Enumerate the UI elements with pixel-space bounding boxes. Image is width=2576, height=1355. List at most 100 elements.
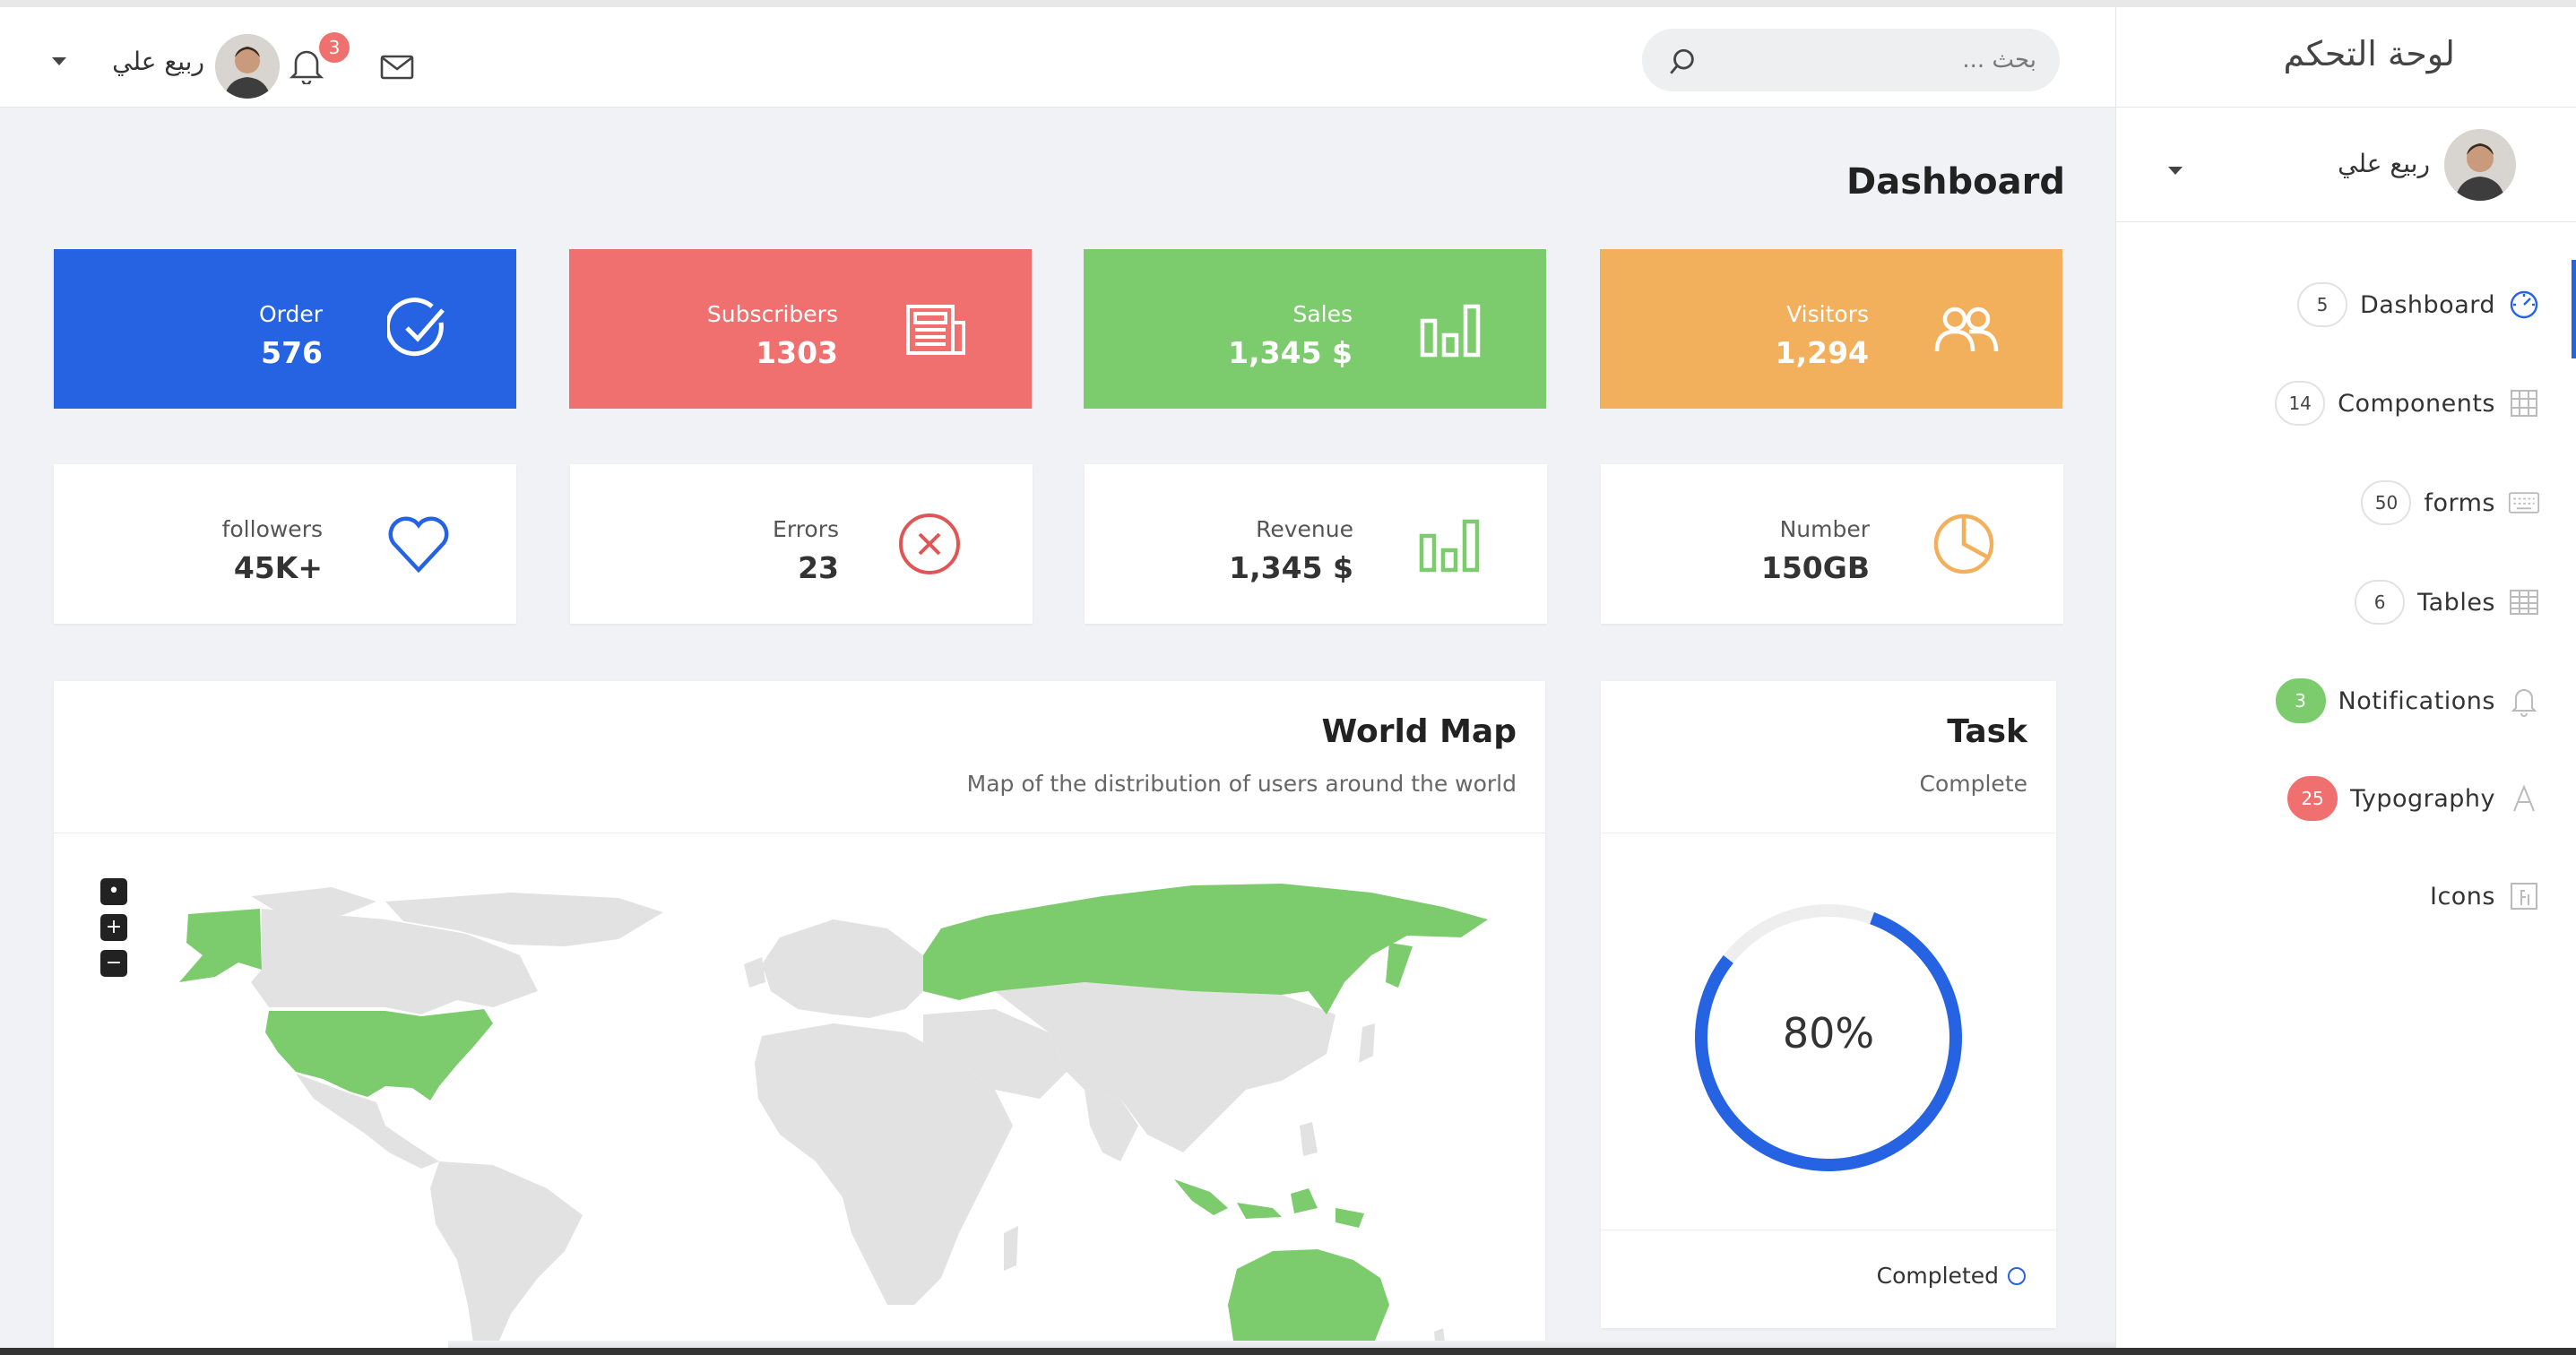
stat-label: Number — [1779, 516, 1870, 542]
bar-chart-icon — [1419, 519, 1480, 573]
notification-count-badge: 3 — [319, 32, 350, 63]
stat-label: Order — [258, 301, 323, 327]
map-region-asia — [995, 982, 1336, 1152]
stat-card-sales[interactable]: Sales 1,345 $ — [1084, 249, 1546, 409]
map-region-madagascar — [1004, 1226, 1018, 1271]
task-card: Task Complete — [1601, 681, 2056, 1328]
newspaper-icon — [906, 305, 965, 355]
page-title: Dashboard — [1846, 161, 2065, 203]
sidebar-item-label: Icons — [2429, 882, 2495, 911]
window-top-strip — [0, 0, 2576, 7]
chevron-down-icon[interactable] — [52, 57, 66, 65]
stat-card-errors[interactable]: Errors 23 — [570, 464, 1033, 624]
card-title: Task — [1947, 713, 2027, 750]
map-zoom-out-button[interactable]: − — [100, 950, 127, 977]
stat-value: 45K+ — [233, 550, 323, 585]
completed-label: Completed — [1876, 1263, 1999, 1289]
stat-card-order[interactable]: Order 576 — [54, 249, 516, 409]
table-icon — [2508, 586, 2540, 618]
sidebar-item-notifications[interactable]: Notifications 3 — [2275, 676, 2541, 726]
map-region-greenland — [385, 893, 663, 946]
dashboard-gauge-icon — [2508, 289, 2540, 321]
icons-box-icon — [2508, 880, 2540, 912]
stat-card-revenue[interactable]: Revenue 1,345 $ — [1085, 464, 1547, 624]
stat-label: followers — [221, 516, 323, 542]
map-region-africa — [755, 1023, 1013, 1305]
sidebar-item-label: Typography — [2350, 784, 2495, 813]
brand: لوحة التحكم — [2116, 7, 2576, 108]
stat-value: 23 — [798, 550, 839, 585]
chevron-down-icon[interactable] — [2168, 167, 2183, 175]
map-region-arctic-islands — [251, 887, 376, 916]
header-user-name[interactable]: ربيع علي — [112, 47, 204, 76]
stat-card-number[interactable]: Number 150GB — [1601, 464, 2063, 624]
task-progress-value: 80% — [1782, 1009, 1875, 1057]
stat-card-followers[interactable]: followers 45K+ — [54, 464, 516, 624]
sidebar-item-icons[interactable]: Icons — [2430, 871, 2540, 921]
progress-arc — [1695, 904, 1962, 1171]
grid-icon — [2508, 387, 2540, 419]
sidebar-item-label: Notifications — [2338, 686, 2495, 715]
sidebar-item-badge: 25 — [2287, 776, 2338, 821]
sidebar-item-label: Components — [2338, 389, 2495, 418]
map-region-usa — [265, 1009, 493, 1100]
search-icon[interactable] — [1667, 47, 1698, 77]
world-map-card: World Map Map of the distribution of use… — [54, 681, 1545, 1355]
map-region-australia — [1228, 1249, 1389, 1355]
pie-chart-icon — [1933, 514, 1994, 574]
map-region-canada — [251, 909, 538, 1014]
sidebar-item-tables[interactable]: Tables 6 — [2355, 577, 2540, 627]
circle-indicator-icon — [2008, 1267, 2026, 1285]
map-region-europe — [762, 919, 923, 1018]
task-card-footer: Completed — [1601, 1230, 2056, 1328]
bell-icon — [2508, 685, 2540, 717]
card-title: World Map — [1321, 713, 1517, 750]
sidebar-item-dashboard[interactable]: Dashboard 5 — [2297, 280, 2540, 330]
sidebar-item-badge: 6 — [2355, 580, 2406, 625]
stat-label: Errors — [773, 516, 839, 542]
map-region-middle-east — [923, 1009, 1067, 1099]
top-header: 3 ربيع علي — [0, 7, 2115, 108]
card-subtitle: Complete — [1919, 771, 2027, 797]
card-subtitle: Map of the distribution of users around … — [966, 771, 1517, 797]
sidebar-item-components[interactable]: Components 14 — [2275, 378, 2540, 428]
stat-value: 1,294 — [1775, 335, 1869, 370]
sidebar-item-badge: 50 — [2361, 480, 2412, 525]
sidebar: لوحة التحكم ربيع علي Dashboard 5 Compone… — [2115, 7, 2576, 1355]
check-circle-icon — [387, 298, 445, 357]
sidebar-item-label: forms — [2424, 488, 2495, 517]
sidebar-item-label: Dashboard — [2360, 290, 2495, 319]
stat-value: 1,345 $ — [1229, 550, 1353, 585]
sidebar-user: ربيع علي — [2116, 108, 2576, 222]
stat-card-subscribers[interactable]: Subscribers 1303 — [569, 249, 1032, 409]
task-progress-ring — [1695, 904, 1962, 1171]
avatar[interactable] — [2444, 129, 2516, 201]
map-region-uk — [744, 957, 765, 988]
window-bottom-strip — [0, 1348, 2576, 1355]
x-circle-icon — [899, 514, 960, 574]
search-input[interactable] — [1732, 29, 2036, 91]
card-header: World Map Map of the distribution of use… — [54, 681, 1545, 833]
map-zoom-in-button[interactable]: + — [100, 914, 127, 941]
map-region-alaska — [179, 909, 262, 982]
map-reset-button[interactable]: • — [100, 878, 127, 905]
stat-value: 1,345 $ — [1228, 335, 1353, 370]
sidebar-item-forms[interactable]: forms 50 — [2361, 478, 2540, 528]
brand-title[interactable]: لوحة التحكم — [2283, 34, 2455, 73]
stat-card-visitors[interactable]: Visitors 1,294 — [1600, 249, 2062, 409]
stat-label: Revenue — [1256, 516, 1353, 542]
mail-icon[interactable] — [380, 54, 414, 81]
search-box[interactable] — [1642, 29, 2060, 91]
sidebar-item-label: Tables — [2417, 588, 2495, 617]
stat-value: 150GB — [1760, 550, 1870, 585]
sidebar-user-name[interactable]: ربيع علي — [2338, 149, 2430, 178]
active-indicator — [2572, 260, 2576, 358]
bell-icon[interactable] — [289, 45, 324, 84]
stat-value: 576 — [261, 335, 323, 370]
stat-label: Sales — [1292, 301, 1353, 327]
avatar[interactable] — [215, 34, 280, 99]
map-region-philippines — [1300, 1122, 1318, 1156]
world-map[interactable] — [117, 857, 1533, 1355]
map-region-mexico — [296, 1074, 439, 1169]
sidebar-item-typography[interactable]: Typography 25 — [2287, 773, 2540, 824]
